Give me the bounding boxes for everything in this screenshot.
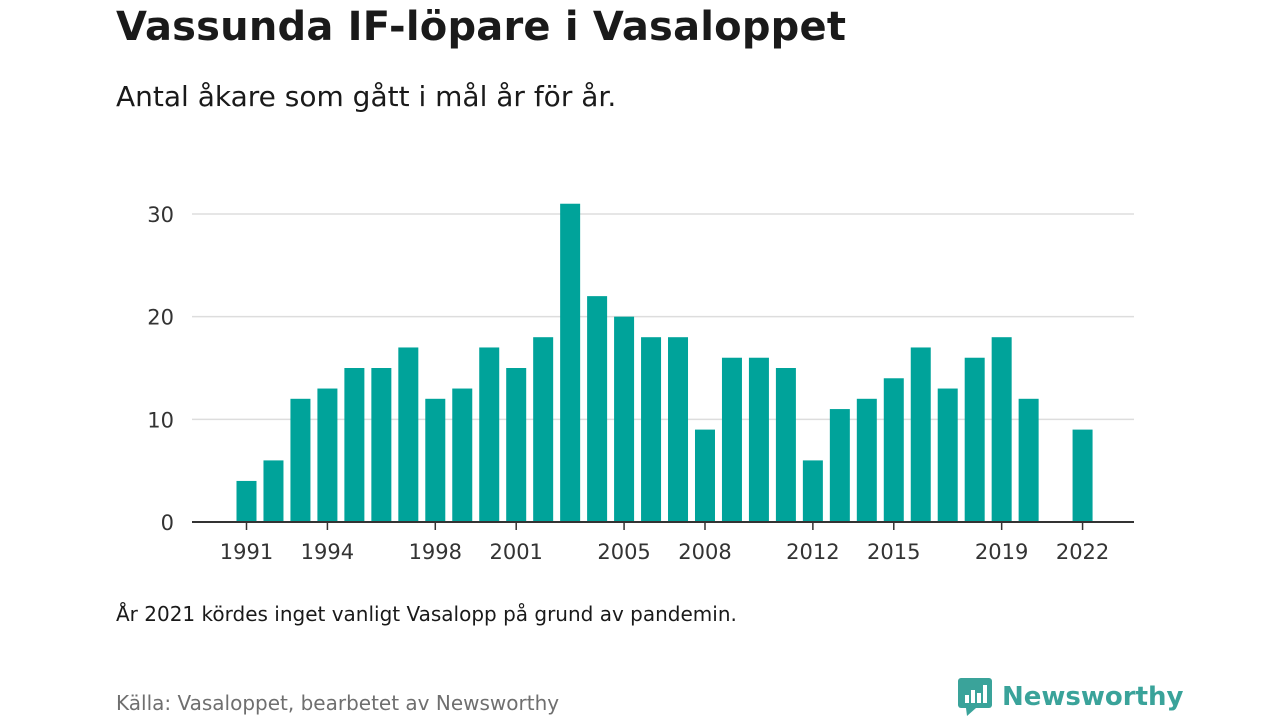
y-tick-label: 20 — [147, 306, 174, 330]
bar-2004 — [587, 296, 608, 522]
x-tick-label: 2019 — [975, 540, 1028, 564]
bar-1993 — [290, 398, 311, 522]
bar-2012 — [802, 460, 823, 522]
bar-2019 — [991, 337, 1012, 522]
x-tick-label: 2022 — [1056, 540, 1109, 564]
bar-2017 — [937, 388, 958, 522]
bar-2003 — [560, 203, 581, 522]
y-tick-label: 10 — [147, 408, 174, 432]
y-axis-ticks: 0 10 20 30 — [147, 203, 174, 535]
bar-2005 — [614, 316, 635, 522]
bar-2022 — [1072, 429, 1093, 522]
bar-2011 — [775, 368, 796, 522]
newsworthy-brand: Newsworthy — [958, 678, 1183, 716]
bar-2015 — [883, 378, 904, 522]
x-tick-label: 2001 — [489, 540, 542, 564]
bar-1998 — [425, 398, 446, 522]
x-tick-label: 1991 — [220, 540, 273, 564]
y-tick-label: 0 — [161, 511, 174, 535]
bar-2016 — [910, 347, 931, 522]
bar-1996 — [371, 368, 392, 522]
bar-1991 — [236, 480, 257, 522]
chart-note: År 2021 kördes inget vanligt Vasalopp på… — [116, 602, 737, 626]
x-tick-label: 2015 — [867, 540, 920, 564]
x-tick-label: 1994 — [301, 540, 354, 564]
bar-2007 — [668, 337, 689, 522]
bar-2009 — [721, 357, 742, 522]
x-tick-label: 2005 — [597, 540, 650, 564]
bar-2020 — [1018, 398, 1039, 522]
bar-2008 — [694, 429, 715, 522]
bar-2006 — [641, 337, 662, 522]
bar-1997 — [398, 347, 419, 522]
bar-1999 — [452, 388, 473, 522]
x-axis-ticks: 1991 1994 1998 2001 2005 2008 2012 2015 2019 2022 — [220, 522, 1109, 564]
bar-2000 — [479, 347, 500, 522]
bar-1992 — [263, 460, 284, 522]
bar-2014 — [856, 398, 877, 522]
y-tick-label: 30 — [147, 203, 174, 227]
bars — [236, 203, 1093, 522]
x-tick-label: 2008 — [678, 540, 731, 564]
chart-subtitle: Antal åkare som gått i mål år för år. — [116, 80, 617, 113]
bar-2001 — [506, 368, 527, 522]
bar-1994 — [317, 388, 338, 522]
brand-name: Newsworthy — [1002, 682, 1184, 712]
bar-2013 — [829, 409, 850, 522]
x-tick-label: 2012 — [786, 540, 839, 564]
bar-2002 — [533, 337, 554, 522]
chart-title: Vassunda IF-löpare i Vasaloppet — [116, 4, 847, 50]
x-tick-label: 1998 — [409, 540, 462, 564]
bar-1995 — [344, 368, 365, 522]
newsworthy-logo-icon — [958, 678, 992, 716]
bar-2018 — [964, 357, 985, 522]
source-credit: Källa: Vasaloppet, bearbetet av Newswort… — [116, 691, 560, 715]
bar-chart: 0 10 20 30 1991 1994 1998 2001 2005 2008 2012 2015… — [147, 203, 1134, 564]
bar-2010 — [748, 357, 769, 522]
